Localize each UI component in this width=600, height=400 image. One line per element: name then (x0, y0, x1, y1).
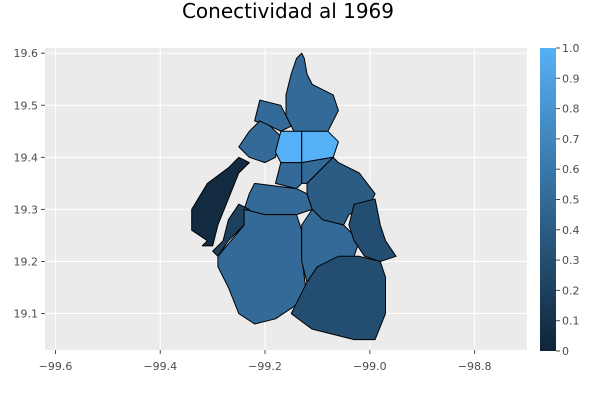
x-tick-label: −99.2 (248, 360, 282, 373)
x-tick-label: −99.4 (143, 360, 177, 373)
region-14 (348, 198, 397, 262)
colorbar-tick-label: 0.2 (562, 284, 580, 297)
y-tick-label: 19.4 (14, 151, 39, 164)
region-6 (275, 162, 303, 190)
region-3 (238, 120, 282, 164)
y-tick-label: 19.1 (14, 308, 39, 321)
colorbar-tick-label: 0 (562, 345, 569, 358)
colorbar-tick-label: 0.1 (562, 315, 580, 328)
colorbar-tick-label: 0.3 (562, 254, 580, 267)
colorbar-tick-label: 0.6 (562, 163, 580, 176)
colorbar-tick-label: 0.4 (562, 224, 580, 237)
y-tick-label: 19.5 (14, 99, 39, 112)
colorbar-tick-label: 0.5 (562, 194, 580, 207)
colorbar-tick-label: 0.8 (562, 103, 580, 116)
x-axis-ticks: −99.6 −99.4 −99.2 −99.0 −98.8 (39, 350, 492, 373)
x-tick-label: −99.0 (353, 360, 387, 373)
region-15 (290, 255, 386, 341)
y-tick-label: 19.2 (14, 255, 39, 268)
region-5 (301, 130, 339, 164)
region-11 (212, 203, 250, 257)
x-tick-label: −98.8 (458, 360, 492, 373)
x-tick-label: −99.6 (39, 360, 73, 373)
colorbar-tick-label: 1.0 (562, 42, 580, 55)
y-axis-ticks: 19.1 19.2 19.3 19.4 19.5 19.6 (14, 47, 45, 321)
y-tick-label: 19.3 (14, 203, 39, 216)
y-tick-label: 19.6 (14, 47, 39, 60)
region-10 (191, 156, 250, 247)
colorbar (540, 48, 556, 351)
region-4 (275, 130, 303, 164)
map-regions (191, 52, 397, 341)
colorbar-tick-label: 0.9 (562, 72, 580, 85)
colorbar-ticks: 0 0.1 0.2 0.3 0.4 0.5 0.6 0.7 0.8 0.9 1.0 (556, 42, 580, 358)
colorbar-tick-label: 0.7 (562, 133, 580, 146)
region-1 (285, 52, 339, 137)
chart-title: Conectividad al 1969 (182, 0, 394, 23)
